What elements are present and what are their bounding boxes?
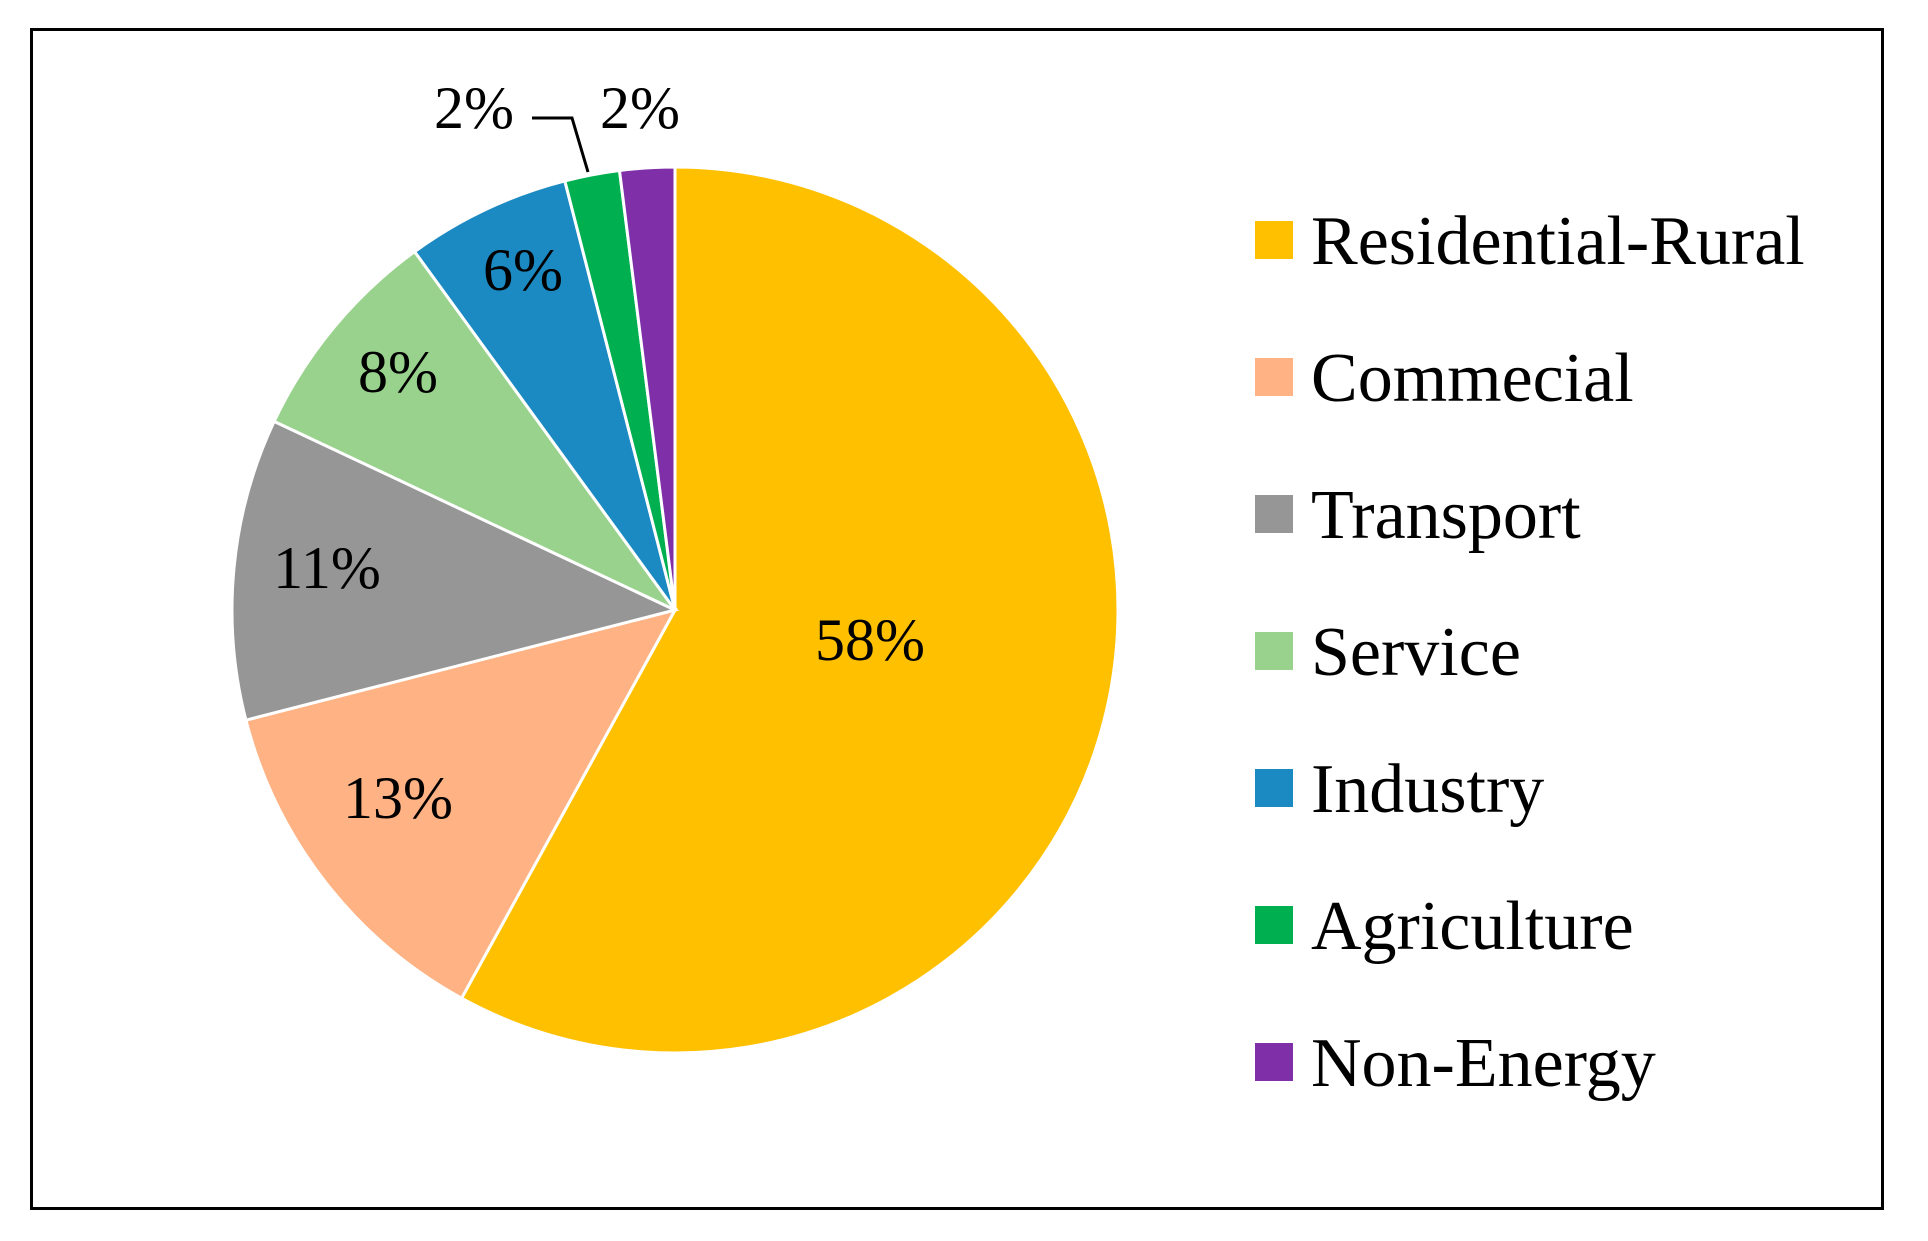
pie-slice-transport bbox=[230, 419, 680, 722]
data-label-agriculture: 2% bbox=[434, 75, 514, 141]
data-label-industry: 6% bbox=[483, 237, 563, 303]
data-label-non-energy: 2% bbox=[600, 75, 680, 141]
legend-swatch bbox=[1255, 221, 1293, 259]
legend-entry-residential-rural: Residential-Rural bbox=[1255, 203, 1805, 280]
pie-slice-residential-rural bbox=[459, 165, 1120, 1055]
pie-slice-commecial bbox=[244, 607, 678, 1001]
data-label-commecial: 13% bbox=[343, 765, 453, 831]
legend-swatch bbox=[1255, 632, 1293, 670]
legend-entry-non-energy: Non-Energy bbox=[1255, 1025, 1656, 1102]
legend-swatch bbox=[1255, 358, 1293, 396]
legend-swatch bbox=[1255, 769, 1293, 807]
data-label-transport: 11% bbox=[273, 535, 381, 601]
legend-label: Service bbox=[1311, 614, 1521, 691]
pie-slice-industry bbox=[412, 179, 677, 611]
legend-label: Transport bbox=[1311, 477, 1581, 554]
legend-label: Agriculture bbox=[1311, 888, 1634, 965]
legend-swatch bbox=[1255, 1043, 1293, 1081]
legend-label: Residential-Rural bbox=[1311, 203, 1805, 280]
pie-slice-non-energy bbox=[617, 165, 677, 611]
legend-entry-service: Service bbox=[1255, 614, 1521, 691]
legend-entry-commecial: Commecial bbox=[1255, 340, 1634, 417]
legend-label: Commecial bbox=[1311, 340, 1634, 417]
legend-entry-transport: Transport bbox=[1255, 477, 1581, 554]
pie-slice-service bbox=[272, 249, 677, 612]
legend-swatch bbox=[1255, 495, 1293, 533]
legend-swatch bbox=[1255, 906, 1293, 944]
legend-label: Industry bbox=[1311, 751, 1544, 828]
leader-line-agriculture bbox=[532, 116, 590, 173]
data-label-residential-rural: 58% bbox=[815, 607, 925, 673]
legend-entry-industry: Industry bbox=[1255, 751, 1544, 828]
legend-entry-agriculture: Agriculture bbox=[1255, 888, 1634, 965]
data-label-service: 8% bbox=[358, 339, 438, 405]
legend-label: Non-Energy bbox=[1311, 1025, 1656, 1102]
